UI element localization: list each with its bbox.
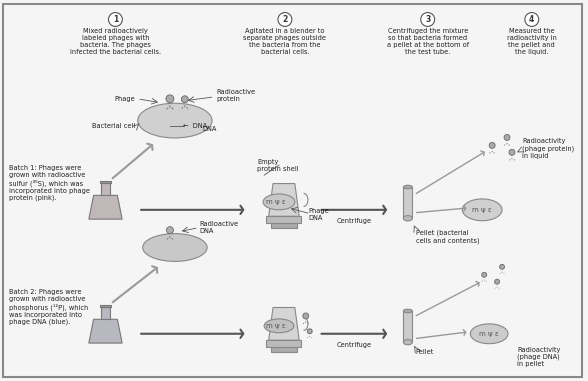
Circle shape	[278, 13, 292, 26]
Circle shape	[504, 134, 510, 141]
Bar	[271, 223, 297, 228]
Text: m ψ ε: m ψ ε	[266, 323, 286, 329]
Circle shape	[482, 272, 487, 277]
Bar	[99, 181, 112, 184]
Ellipse shape	[264, 319, 294, 333]
Text: Pellet: Pellet	[416, 349, 434, 355]
Bar	[403, 187, 412, 218]
Circle shape	[421, 13, 435, 26]
Ellipse shape	[403, 309, 412, 313]
Text: Radioactive
DNA: Radioactive DNA	[200, 221, 239, 234]
Text: DNA: DNA	[203, 125, 217, 131]
Ellipse shape	[138, 103, 212, 138]
Text: Mixed radioactively
labeled phages with
bacteria. The phages
infected the bacter: Mixed radioactively labeled phages with …	[70, 29, 161, 55]
Text: Agitated in a blender to
separate phages outside
the bacteria from the
bacterial: Agitated in a blender to separate phages…	[243, 29, 326, 55]
Ellipse shape	[403, 185, 412, 189]
Polygon shape	[269, 184, 299, 216]
Ellipse shape	[403, 216, 412, 221]
Text: Measured the
radioactivity in
the pellet and
the liquid.: Measured the radioactivity in the pellet…	[507, 29, 557, 55]
Text: 3: 3	[425, 15, 430, 24]
Bar	[101, 184, 110, 195]
Text: m ψ ε: m ψ ε	[479, 331, 499, 337]
Ellipse shape	[263, 194, 295, 210]
FancyBboxPatch shape	[4, 3, 582, 378]
Circle shape	[108, 13, 122, 26]
Text: Batch 2: Phages were
grown with radioactive
phosphorus (¹²P), which
was incorpor: Batch 2: Phages were grown with radioact…	[9, 289, 89, 325]
Circle shape	[303, 313, 309, 319]
Bar	[99, 305, 112, 307]
Circle shape	[181, 96, 188, 103]
Bar	[266, 216, 302, 223]
Text: Empty
protein shell: Empty protein shell	[257, 159, 299, 172]
Text: Radioactivity
(phage DNA)
in pellet: Radioactivity (phage DNA) in pellet	[517, 347, 560, 367]
Bar	[101, 307, 110, 319]
FancyArrowPatch shape	[172, 108, 173, 109]
Text: Centrifuge: Centrifuge	[337, 342, 372, 348]
Text: Pellet (bacterial
cells and contents): Pellet (bacterial cells and contents)	[416, 230, 479, 244]
Ellipse shape	[470, 324, 508, 344]
Ellipse shape	[462, 199, 502, 221]
FancyArrowPatch shape	[182, 107, 183, 108]
Bar	[403, 311, 412, 342]
Text: Centrifuged the mixture
so that bacteria formed
a pellet at the bottom of
the te: Centrifuged the mixture so that bacteria…	[387, 29, 469, 55]
Circle shape	[500, 264, 505, 269]
Text: Batch 1: Phages were
grown with radioactive
sulfur (³⁵S), which was
incorporated: Batch 1: Phages were grown with radioact…	[9, 165, 91, 202]
Text: m ψ ε: m ψ ε	[472, 207, 492, 213]
Text: 4: 4	[529, 15, 534, 24]
Text: Phage: Phage	[115, 96, 135, 102]
Text: Bacterial cell: Bacterial cell	[92, 123, 135, 128]
Ellipse shape	[143, 234, 207, 261]
Ellipse shape	[403, 339, 412, 345]
Text: 2: 2	[282, 15, 288, 24]
Circle shape	[489, 142, 495, 148]
FancyArrowPatch shape	[167, 108, 168, 109]
Polygon shape	[89, 195, 122, 219]
Text: Radioactive
protein: Radioactive protein	[216, 89, 256, 102]
Circle shape	[495, 279, 500, 284]
Circle shape	[525, 13, 539, 26]
Text: Centrifuge: Centrifuge	[337, 218, 372, 224]
Circle shape	[166, 227, 173, 234]
FancyArrowPatch shape	[187, 107, 188, 108]
Circle shape	[166, 95, 174, 103]
Text: ←  DNA: ← DNA	[183, 123, 207, 128]
Circle shape	[308, 329, 312, 334]
Text: m ψ ε: m ψ ε	[266, 199, 286, 205]
Bar	[271, 347, 297, 352]
Text: Phage
DNA: Phage DNA	[309, 208, 329, 221]
Bar	[266, 340, 302, 347]
Polygon shape	[269, 307, 299, 340]
Polygon shape	[89, 319, 122, 343]
Text: Radioactivity
(phage protein)
in liquid: Radioactivity (phage protein) in liquid	[522, 138, 574, 158]
Text: 1: 1	[113, 15, 118, 24]
Circle shape	[509, 149, 515, 155]
